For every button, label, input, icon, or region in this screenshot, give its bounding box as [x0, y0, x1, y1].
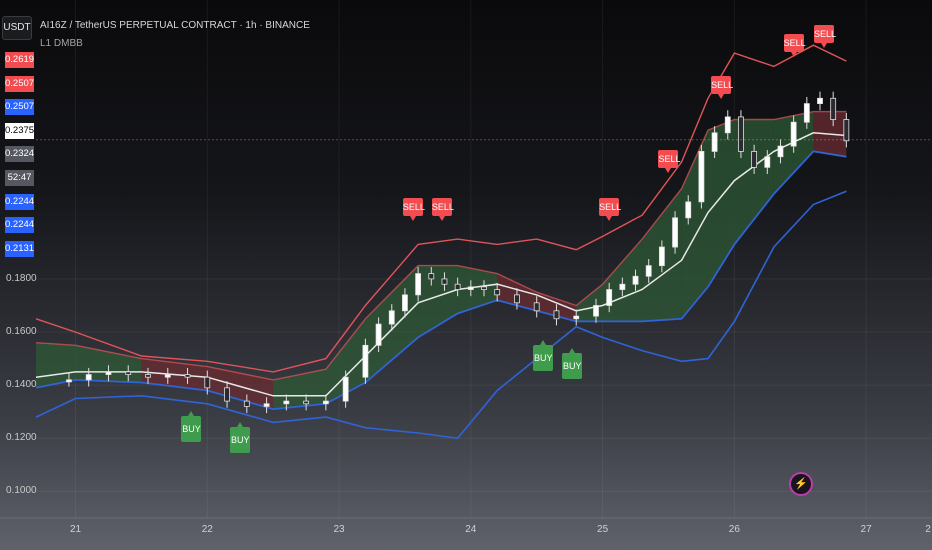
candle-body	[724, 116, 731, 134]
candle-body	[322, 400, 329, 405]
candle-body	[619, 283, 626, 290]
candle-body	[388, 310, 395, 325]
price-label: 52:47	[5, 170, 34, 186]
time-tick: 2	[925, 524, 931, 535]
candle-body	[125, 371, 132, 375]
price-tick: 0.1800	[6, 272, 37, 284]
candle-body	[105, 371, 112, 375]
price-tick: 0.1200	[6, 432, 37, 444]
price-label: 0.2324	[5, 146, 34, 163]
time-tick: 27	[860, 524, 872, 535]
candle-body	[263, 403, 270, 407]
candle-body	[698, 151, 705, 203]
candle-body	[645, 265, 652, 277]
candle-body	[467, 286, 474, 290]
currency-unit-button[interactable]: USDT	[2, 16, 32, 40]
time-tick: 26	[728, 524, 740, 535]
candle-body	[711, 132, 718, 152]
candle-body	[843, 119, 850, 142]
candle-body	[514, 294, 520, 304]
lower-outer-band	[35, 190, 847, 440]
buy-signal-marker[interactable]: BUY	[230, 422, 251, 454]
candle-body	[606, 289, 613, 306]
candle-body	[573, 315, 580, 320]
candle-body	[685, 201, 692, 219]
candle-body	[533, 302, 540, 312]
candle-body	[164, 374, 171, 378]
price-label: 0.2244	[5, 193, 34, 210]
sell-signal-marker[interactable]: SELL	[783, 33, 806, 57]
candle-body	[85, 374, 92, 381]
candle-body	[428, 273, 435, 280]
candle-body	[481, 286, 487, 290]
candle-body	[494, 289, 501, 296]
candle-body	[764, 156, 771, 168]
candle-body	[375, 323, 382, 346]
candle-body	[454, 283, 461, 290]
price-label: 0.2507	[5, 75, 34, 92]
candle-body	[658, 246, 665, 267]
time-tick: 23	[333, 524, 345, 535]
price-label: 0.2619	[5, 52, 34, 68]
time-tick: 21	[69, 524, 82, 535]
candle-body	[738, 116, 744, 152]
band-fill-segment	[75, 345, 142, 383]
candle-body	[593, 305, 599, 317]
band-fill-segment	[457, 265, 498, 314]
price-label: 0.2244	[5, 217, 34, 234]
candle-body	[184, 374, 191, 378]
price-tick: 0.1600	[6, 326, 37, 338]
candle-body	[803, 103, 810, 123]
sell-signal-marker[interactable]: SELL	[402, 197, 425, 221]
candle-body	[224, 387, 230, 402]
band-fill-segment	[325, 318, 366, 404]
candle-body	[204, 376, 211, 389]
time-tick: 25	[597, 524, 609, 535]
time-tick: 22	[201, 524, 213, 535]
price-label: 0.2375	[5, 122, 34, 139]
candle-body	[342, 376, 349, 402]
candle-body	[553, 310, 560, 320]
symbol-title: AI16Z / TetherUS PERPETUAL CONTRACT · 1h…	[40, 20, 310, 31]
candle-body	[441, 278, 448, 285]
candle-body	[415, 273, 422, 296]
candle-body	[303, 400, 310, 405]
indicator-label[interactable]: L1 DMBB	[40, 38, 83, 49]
price-tick: 0.1000	[6, 485, 37, 497]
price-tick: 0.1400	[6, 379, 37, 391]
price-label: 0.2131	[5, 240, 34, 257]
sell-signal-marker[interactable]: SELL	[599, 197, 621, 221]
sell-signal-marker[interactable]: SELL	[711, 75, 733, 99]
buy-signal-marker[interactable]: BUY	[181, 411, 202, 443]
time-tick: 24	[465, 524, 477, 535]
candle-body	[672, 217, 678, 248]
candle-body	[283, 400, 290, 405]
sell-signal-marker[interactable]: SELL	[658, 149, 681, 173]
candle-body	[790, 121, 797, 147]
sell-signal-marker[interactable]: SELL	[813, 25, 836, 49]
buy-signal-marker[interactable]: BUY	[533, 339, 554, 371]
band-fill-segment	[734, 119, 774, 245]
candle-body	[145, 374, 151, 378]
candle-body	[402, 294, 408, 312]
candle-body	[66, 379, 72, 383]
candle-body	[243, 400, 250, 407]
price-label: 0.2507	[5, 99, 34, 116]
candle-body	[777, 145, 784, 158]
band-fill-segment	[708, 119, 735, 287]
sell-signal-marker[interactable]: SELL	[431, 197, 454, 221]
candle-body	[830, 97, 837, 120]
candle-body	[362, 344, 369, 378]
candle-body	[751, 151, 758, 168]
band-fill-segment	[418, 265, 458, 338]
upper-outer-band	[35, 44, 847, 373]
candle-body	[632, 275, 639, 285]
buy-signal-marker[interactable]: BUY	[562, 347, 583, 379]
candle-body	[817, 97, 823, 104]
lightning-icon[interactable]: ⚡	[789, 472, 813, 496]
